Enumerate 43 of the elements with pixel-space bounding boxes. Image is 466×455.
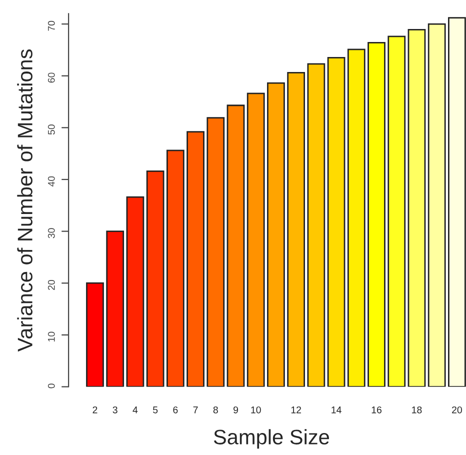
bar xyxy=(347,48,366,387)
x-tick-label: 2 xyxy=(92,406,98,414)
bar xyxy=(388,36,406,387)
bar xyxy=(146,170,164,387)
bar xyxy=(226,104,245,387)
bar xyxy=(368,42,386,387)
y-tick-label: 10 xyxy=(48,332,55,342)
y-tick-label: 30 xyxy=(48,228,55,238)
x-tick-label: 9 xyxy=(234,406,238,414)
x-tick-label: 4 xyxy=(132,406,138,414)
bar xyxy=(307,63,326,387)
y-tick-label: 20 xyxy=(48,280,55,290)
x-axis-title: Sample Size xyxy=(214,429,329,449)
bar xyxy=(86,282,104,387)
x-tick-label: 8 xyxy=(213,406,218,414)
bar xyxy=(287,72,306,387)
bar xyxy=(267,82,285,387)
x-tick-label: 7 xyxy=(193,406,198,414)
y-tick-label: 50 xyxy=(48,124,55,135)
bar xyxy=(106,230,124,387)
x-tick-label: 10 xyxy=(251,406,261,414)
x-tick-label: 20 xyxy=(452,406,462,414)
y-tick-label: 40 xyxy=(48,176,55,187)
x-tick-label: 16 xyxy=(372,406,382,414)
x-tick-label: 12 xyxy=(291,406,301,414)
y-tick-label: 60 xyxy=(48,72,55,83)
bar xyxy=(428,23,446,387)
bar xyxy=(327,57,346,387)
x-tick-label: 18 xyxy=(412,406,422,414)
x-tick-label: 5 xyxy=(153,406,158,414)
bar xyxy=(186,131,204,387)
bar xyxy=(448,17,466,387)
y-axis-title: Variance of Number of Mutations xyxy=(17,49,32,352)
y-tick-label: 0 xyxy=(48,384,55,388)
bar xyxy=(206,117,225,387)
bar xyxy=(246,92,265,387)
x-tick-label: 14 xyxy=(332,406,342,414)
x-tick-label: 6 xyxy=(173,406,178,414)
bar xyxy=(408,29,426,387)
y-tick-label: 70 xyxy=(48,20,55,31)
bar xyxy=(126,196,144,387)
x-tick-label: 3 xyxy=(112,406,118,414)
bar xyxy=(166,150,184,387)
